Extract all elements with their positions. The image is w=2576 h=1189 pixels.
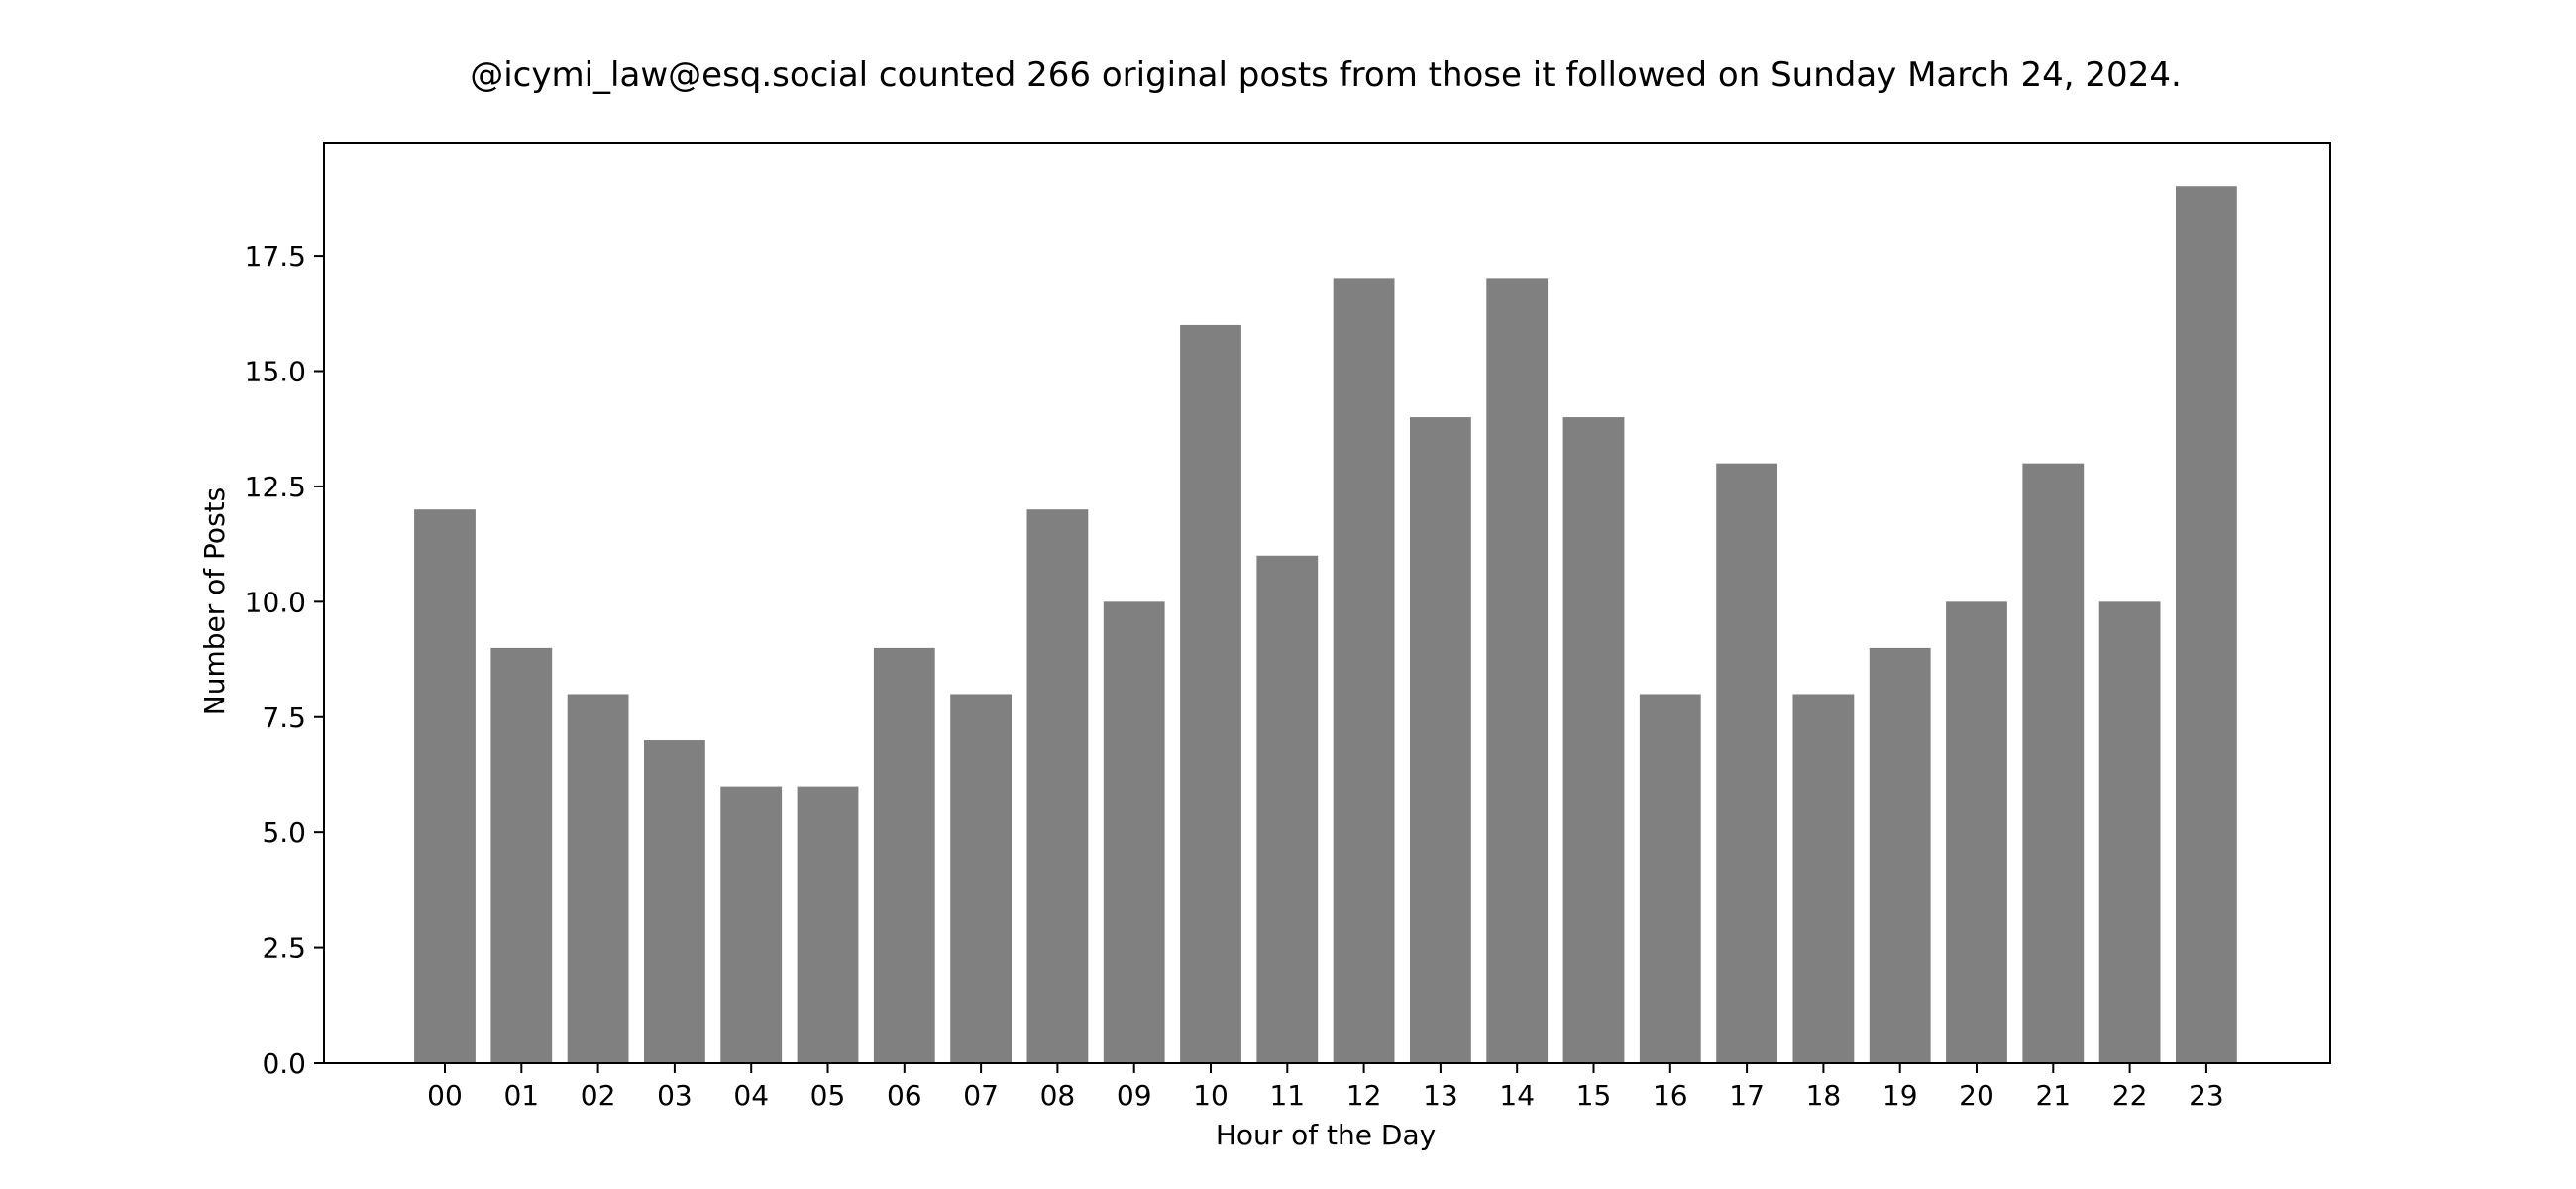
y-tick-label-6: 15.0 — [245, 356, 306, 388]
x-tick-label-20: 20 — [1959, 1079, 1994, 1112]
bar-13 — [1410, 417, 1471, 1063]
x-tick-label-09: 09 — [1117, 1079, 1152, 1112]
x-tick-label-22: 22 — [2112, 1079, 2148, 1112]
bars-group — [414, 186, 2237, 1064]
x-tick-label-18: 18 — [1806, 1079, 1842, 1112]
bar-14 — [1486, 278, 1549, 1063]
plot-frame — [323, 142, 2331, 1064]
y-axis-label: Number of Posts — [198, 487, 231, 715]
x-tick-label-10: 10 — [1193, 1079, 1229, 1112]
bar-22 — [2098, 601, 2161, 1063]
x-tick-label-06: 06 — [887, 1079, 922, 1112]
x-tick-label-01: 01 — [503, 1079, 539, 1112]
bar-12 — [1333, 278, 1395, 1063]
bar-08 — [1026, 509, 1089, 1063]
bar-15 — [1562, 417, 1625, 1063]
x-tick-label-00: 00 — [427, 1079, 463, 1112]
bar-18 — [1792, 694, 1855, 1063]
bar-11 — [1256, 555, 1319, 1063]
y-tick-label-2: 5.0 — [262, 816, 306, 849]
bar-04 — [720, 786, 783, 1063]
x-tick-label-03: 03 — [657, 1079, 693, 1112]
x-tick-label-05: 05 — [810, 1079, 846, 1112]
bar-03 — [644, 740, 705, 1063]
y-tick-label-1: 2.5 — [262, 932, 306, 965]
x-tick-label-16: 16 — [1653, 1079, 1688, 1112]
y-tick-label-0: 0.0 — [262, 1047, 306, 1080]
x-tick-label-02: 02 — [581, 1079, 616, 1112]
bar-09 — [1103, 601, 1165, 1063]
x-tick-label-08: 08 — [1040, 1079, 1076, 1112]
bar-16 — [1639, 694, 1701, 1063]
bar-06 — [873, 647, 935, 1063]
bar-07 — [950, 694, 1012, 1063]
x-tick-label-12: 12 — [1346, 1079, 1382, 1112]
bar-01 — [490, 647, 553, 1063]
x-tick-label-04: 04 — [733, 1079, 769, 1112]
x-tick-label-21: 21 — [2035, 1079, 2071, 1112]
y-tick-label-3: 7.5 — [262, 702, 306, 734]
x-tick-label-19: 19 — [1882, 1079, 1918, 1112]
bar-17 — [1716, 463, 1777, 1063]
bar-02 — [567, 694, 629, 1063]
chart-title: @icymi_law@esq.social counted 266 origin… — [470, 55, 2182, 95]
bar-00 — [414, 509, 476, 1063]
bar-05 — [797, 786, 859, 1063]
x-tick-label-23: 23 — [2189, 1079, 2224, 1112]
bar-20 — [1946, 601, 2007, 1063]
axes-group: 00 01 02 03 04 05 06 07 08 09 10 11 12 13 14 15 16 17 18 19… — [245, 142, 2331, 1112]
x-tick-label-11: 11 — [1269, 1079, 1305, 1112]
bar-19 — [1869, 647, 1931, 1063]
x-tick-label-14: 14 — [1499, 1079, 1535, 1112]
bar-23 — [2176, 186, 2237, 1064]
x-tick-label-13: 13 — [1423, 1079, 1458, 1112]
bar-21 — [2022, 463, 2085, 1063]
y-tick-label-4: 10.0 — [245, 586, 306, 618]
x-axis-label: Hour of the Day — [1216, 1119, 1436, 1151]
x-tick-label-15: 15 — [1576, 1079, 1612, 1112]
y-tick-label-5: 12.5 — [245, 471, 306, 503]
x-tick-label-07: 07 — [963, 1079, 999, 1112]
x-tick-label-17: 17 — [1729, 1079, 1765, 1112]
bar-10 — [1180, 324, 1241, 1063]
y-tick-label-7: 17.5 — [245, 240, 306, 272]
